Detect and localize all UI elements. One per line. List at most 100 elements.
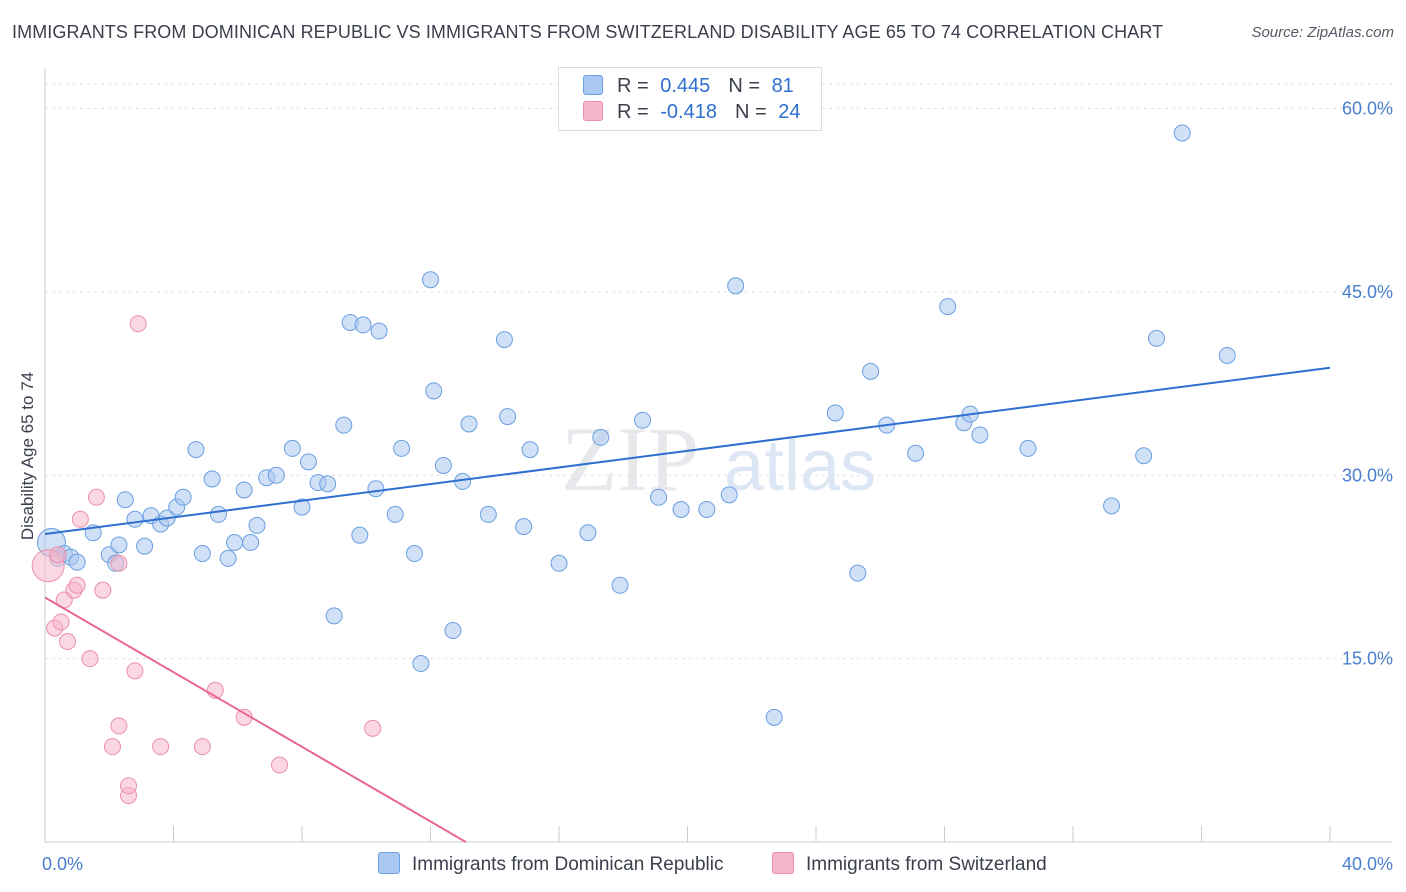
bottom-legend-label: Immigrants from Switzerland bbox=[806, 854, 1047, 875]
data-point bbox=[434, 457, 452, 475]
series-switzerland bbox=[31, 315, 382, 805]
data-point bbox=[765, 708, 783, 726]
data-point bbox=[283, 439, 301, 457]
data-point bbox=[68, 553, 86, 571]
data-point bbox=[849, 564, 867, 582]
legend-r-value: -0.418 bbox=[660, 101, 717, 123]
legend-n-label: N = bbox=[734, 101, 767, 123]
y-axis-title: Disability Age 65 to 74 bbox=[18, 372, 37, 540]
legend-r-value: 0.445 bbox=[660, 75, 711, 97]
data-point bbox=[444, 622, 462, 640]
y-tick-label: 45.0% bbox=[1342, 282, 1393, 302]
data-point bbox=[1148, 329, 1166, 347]
data-point bbox=[971, 426, 989, 444]
data-point bbox=[579, 524, 597, 542]
data-point bbox=[405, 545, 423, 563]
data-point bbox=[116, 491, 134, 509]
data-point bbox=[521, 441, 539, 459]
data-point bbox=[1103, 497, 1121, 515]
data-point bbox=[862, 362, 880, 380]
data-point bbox=[1173, 124, 1191, 142]
data-point bbox=[370, 322, 388, 340]
trend-lines bbox=[44, 366, 1331, 843]
data-point bbox=[319, 475, 337, 493]
bottom-legend-label: Immigrants from Dominican Republic bbox=[412, 854, 724, 875]
data-point bbox=[460, 415, 478, 433]
data-point bbox=[271, 756, 289, 774]
data-point bbox=[126, 662, 144, 680]
data-point bbox=[110, 717, 128, 735]
data-point bbox=[422, 271, 439, 289]
data-point bbox=[126, 510, 144, 528]
data-point bbox=[129, 315, 147, 333]
data-point bbox=[479, 505, 497, 523]
data-point bbox=[49, 546, 67, 564]
bottom-legend-switzerland: Immigrants from Switzerland bbox=[772, 852, 1047, 876]
legend-n-label: N = bbox=[728, 75, 760, 97]
data-point bbox=[203, 470, 221, 488]
data-point bbox=[267, 466, 285, 484]
data-point bbox=[351, 526, 369, 544]
data-point bbox=[248, 516, 266, 534]
bottom-swatch-switzerland bbox=[772, 852, 794, 874]
bottom-legend-dominican: Immigrants from Dominican Republic bbox=[378, 852, 724, 876]
data-point bbox=[495, 331, 513, 349]
bottom-swatch-dominican bbox=[378, 852, 400, 874]
data-point bbox=[1218, 346, 1236, 364]
data-point bbox=[634, 411, 652, 429]
data-point bbox=[499, 408, 517, 426]
data-point bbox=[650, 488, 668, 506]
data-point bbox=[672, 501, 690, 519]
data-point bbox=[52, 613, 70, 631]
data-point bbox=[174, 488, 192, 506]
data-point bbox=[136, 537, 154, 555]
data-point bbox=[81, 650, 99, 668]
data-point bbox=[242, 534, 260, 552]
y-tick-label: 60.0% bbox=[1342, 99, 1393, 119]
data-point bbox=[367, 480, 385, 498]
legend-row-dominican: R = 0.445 N = 81 bbox=[583, 75, 794, 101]
data-point bbox=[592, 428, 610, 446]
data-point bbox=[103, 738, 121, 756]
series-dominican-republic bbox=[36, 124, 1236, 726]
data-point bbox=[698, 501, 716, 519]
axes bbox=[44, 68, 1392, 843]
data-point bbox=[87, 488, 105, 506]
data-point bbox=[720, 486, 738, 504]
data-point bbox=[187, 441, 205, 459]
legend-n-value: 81 bbox=[771, 75, 794, 97]
data-point bbox=[219, 549, 237, 567]
data-point bbox=[826, 404, 844, 422]
data-point bbox=[193, 545, 211, 563]
data-point bbox=[325, 607, 343, 625]
data-point bbox=[335, 416, 353, 434]
grid-lines bbox=[45, 83, 1392, 660]
data-point bbox=[94, 581, 112, 599]
legend-r-label: R = bbox=[617, 101, 649, 123]
trend-line-dominican bbox=[44, 366, 1331, 535]
data-point bbox=[386, 505, 404, 523]
legend-n-value: 24 bbox=[778, 101, 801, 123]
data-point bbox=[939, 298, 957, 316]
x-tick-label: 0.0% bbox=[42, 854, 83, 874]
legend-swatch-switzerland bbox=[583, 101, 603, 121]
legend-r-label: R = bbox=[617, 75, 649, 97]
legend-row-switzerland: R = -0.418 N = 24 bbox=[583, 101, 800, 127]
data-point bbox=[193, 738, 211, 756]
data-point bbox=[299, 453, 317, 471]
x-tick-label: 40.0% bbox=[1342, 854, 1393, 874]
watermark-atlas: atlas bbox=[724, 426, 876, 506]
data-point bbox=[515, 518, 533, 536]
data-point bbox=[727, 277, 745, 295]
data-point bbox=[1135, 447, 1153, 465]
data-point bbox=[611, 576, 629, 594]
data-point bbox=[235, 481, 253, 499]
data-point bbox=[110, 536, 128, 554]
data-point bbox=[152, 738, 170, 756]
data-point bbox=[58, 633, 76, 651]
y-tick-label: 15.0% bbox=[1342, 649, 1393, 669]
data-point bbox=[71, 510, 89, 528]
legend-swatch-dominican bbox=[583, 75, 603, 95]
trend-line-switzerland bbox=[44, 596, 467, 843]
